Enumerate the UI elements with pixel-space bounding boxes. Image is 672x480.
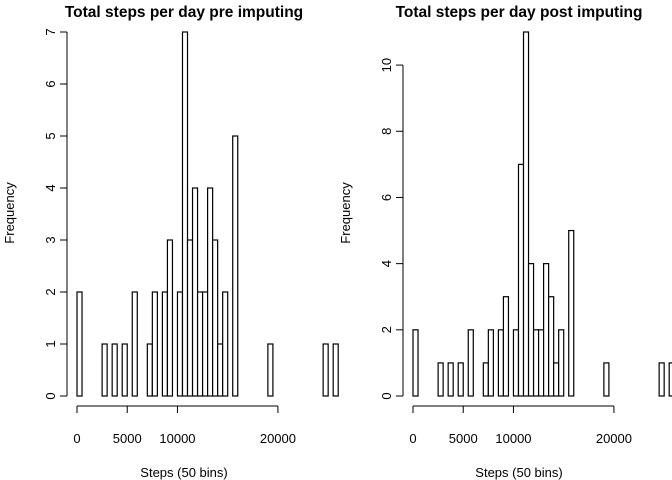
histogram-bar [658,362,665,397]
histogram-bar [548,296,555,397]
histogram-bar [146,343,153,397]
bars-group [412,31,672,397]
chart-title: Total steps per day post imputing [396,4,643,21]
histogram-panel-pre-imputing: Total steps per day pre imputing 0 1 2 3 4 5 6… [2,4,339,480]
x-axis-label: Steps (50 bins) [140,465,227,480]
x-tick-label: 10000 [495,431,531,446]
histogram-bar [457,362,464,397]
y-tick-label: 2 [43,288,58,295]
y-tick-label: 4 [379,260,394,267]
y-tick-label: 1 [43,340,58,347]
histogram-bar [201,291,209,397]
histogram-bar [186,239,194,397]
histogram-bar [497,329,505,397]
histogram-bar [196,291,204,397]
histogram-bar [512,329,520,397]
histogram-bar [532,329,540,397]
y-tick-label: 2 [379,326,394,333]
y-tick-label: 0 [379,392,394,399]
y-tick-label: 5 [43,132,58,139]
histogram-bar [176,291,184,397]
x-tick-label: 10000 [159,431,195,446]
histogram-panel-post-imputing: Total steps per day post imputing 0 2 4 6 8 1… [338,4,672,480]
histogram-bar [537,329,545,397]
histogram-bar [568,229,575,397]
histogram-bar [212,239,219,397]
x-tick-label: 5000 [113,431,142,446]
histogram-bar [151,291,158,397]
y-tick-label: 3 [43,236,58,243]
histogram-bar [207,187,214,397]
y-axis: 0 1 2 3 4 5 6 7 [43,28,68,400]
histogram-bar [332,343,339,397]
histogram-bar [111,343,118,397]
x-tick-label: 0 [409,431,416,446]
y-axis: 0 2 4 6 8 10 [379,58,404,400]
histogram-bar [517,163,525,397]
chart-title: Total steps per day pre imputing [65,4,303,21]
histogram-bar [191,187,199,397]
histogram-bar [181,31,189,397]
y-tick-label: 6 [379,194,394,201]
histogram-bar [482,362,489,397]
histogram-bar [603,362,610,397]
histogram-bar [232,135,239,397]
y-tick-label: 7 [43,28,58,35]
histogram-bar [527,263,535,397]
histogram-bar [166,239,174,397]
x-tick-label: 5000 [449,431,478,446]
histogram-bar [161,291,169,397]
y-tick-label: 10 [379,58,394,72]
histogram-bar [121,343,128,397]
histogram-bar [553,362,560,397]
histogram-bar [322,343,329,397]
histogram-bar [76,291,83,397]
histogram-bar [412,329,419,397]
histogram-bar [222,291,229,397]
bars-group [76,31,339,397]
histogram-bar [522,31,530,397]
y-tick-label: 6 [43,80,58,87]
y-axis-label: Frequency [338,182,353,244]
x-tick-label: 20000 [260,431,296,446]
y-tick-label: 4 [43,184,58,191]
y-tick-label: 0 [43,392,58,399]
histogram-bar [502,296,510,397]
histogram-bar [267,343,274,397]
histogram-bar [487,329,494,397]
histogram-bar [437,362,444,397]
histogram-bar [101,343,108,397]
histogram-bar [543,263,550,397]
histogram-bar [131,291,138,397]
x-axis: 0 5000 10000 20000 [73,405,296,446]
histogram-bar [217,343,224,397]
histogram-bar [467,329,474,397]
x-axis: 0 5000 10000 20000 [409,405,632,446]
x-tick-label: 0 [73,431,80,446]
y-axis-label: Frequency [2,182,17,244]
x-axis-label: Steps (50 bins) [475,465,562,480]
y-tick-label: 8 [379,128,394,135]
histogram-bar [447,362,454,397]
histogram-bar [558,329,565,397]
x-tick-label: 20000 [596,431,632,446]
